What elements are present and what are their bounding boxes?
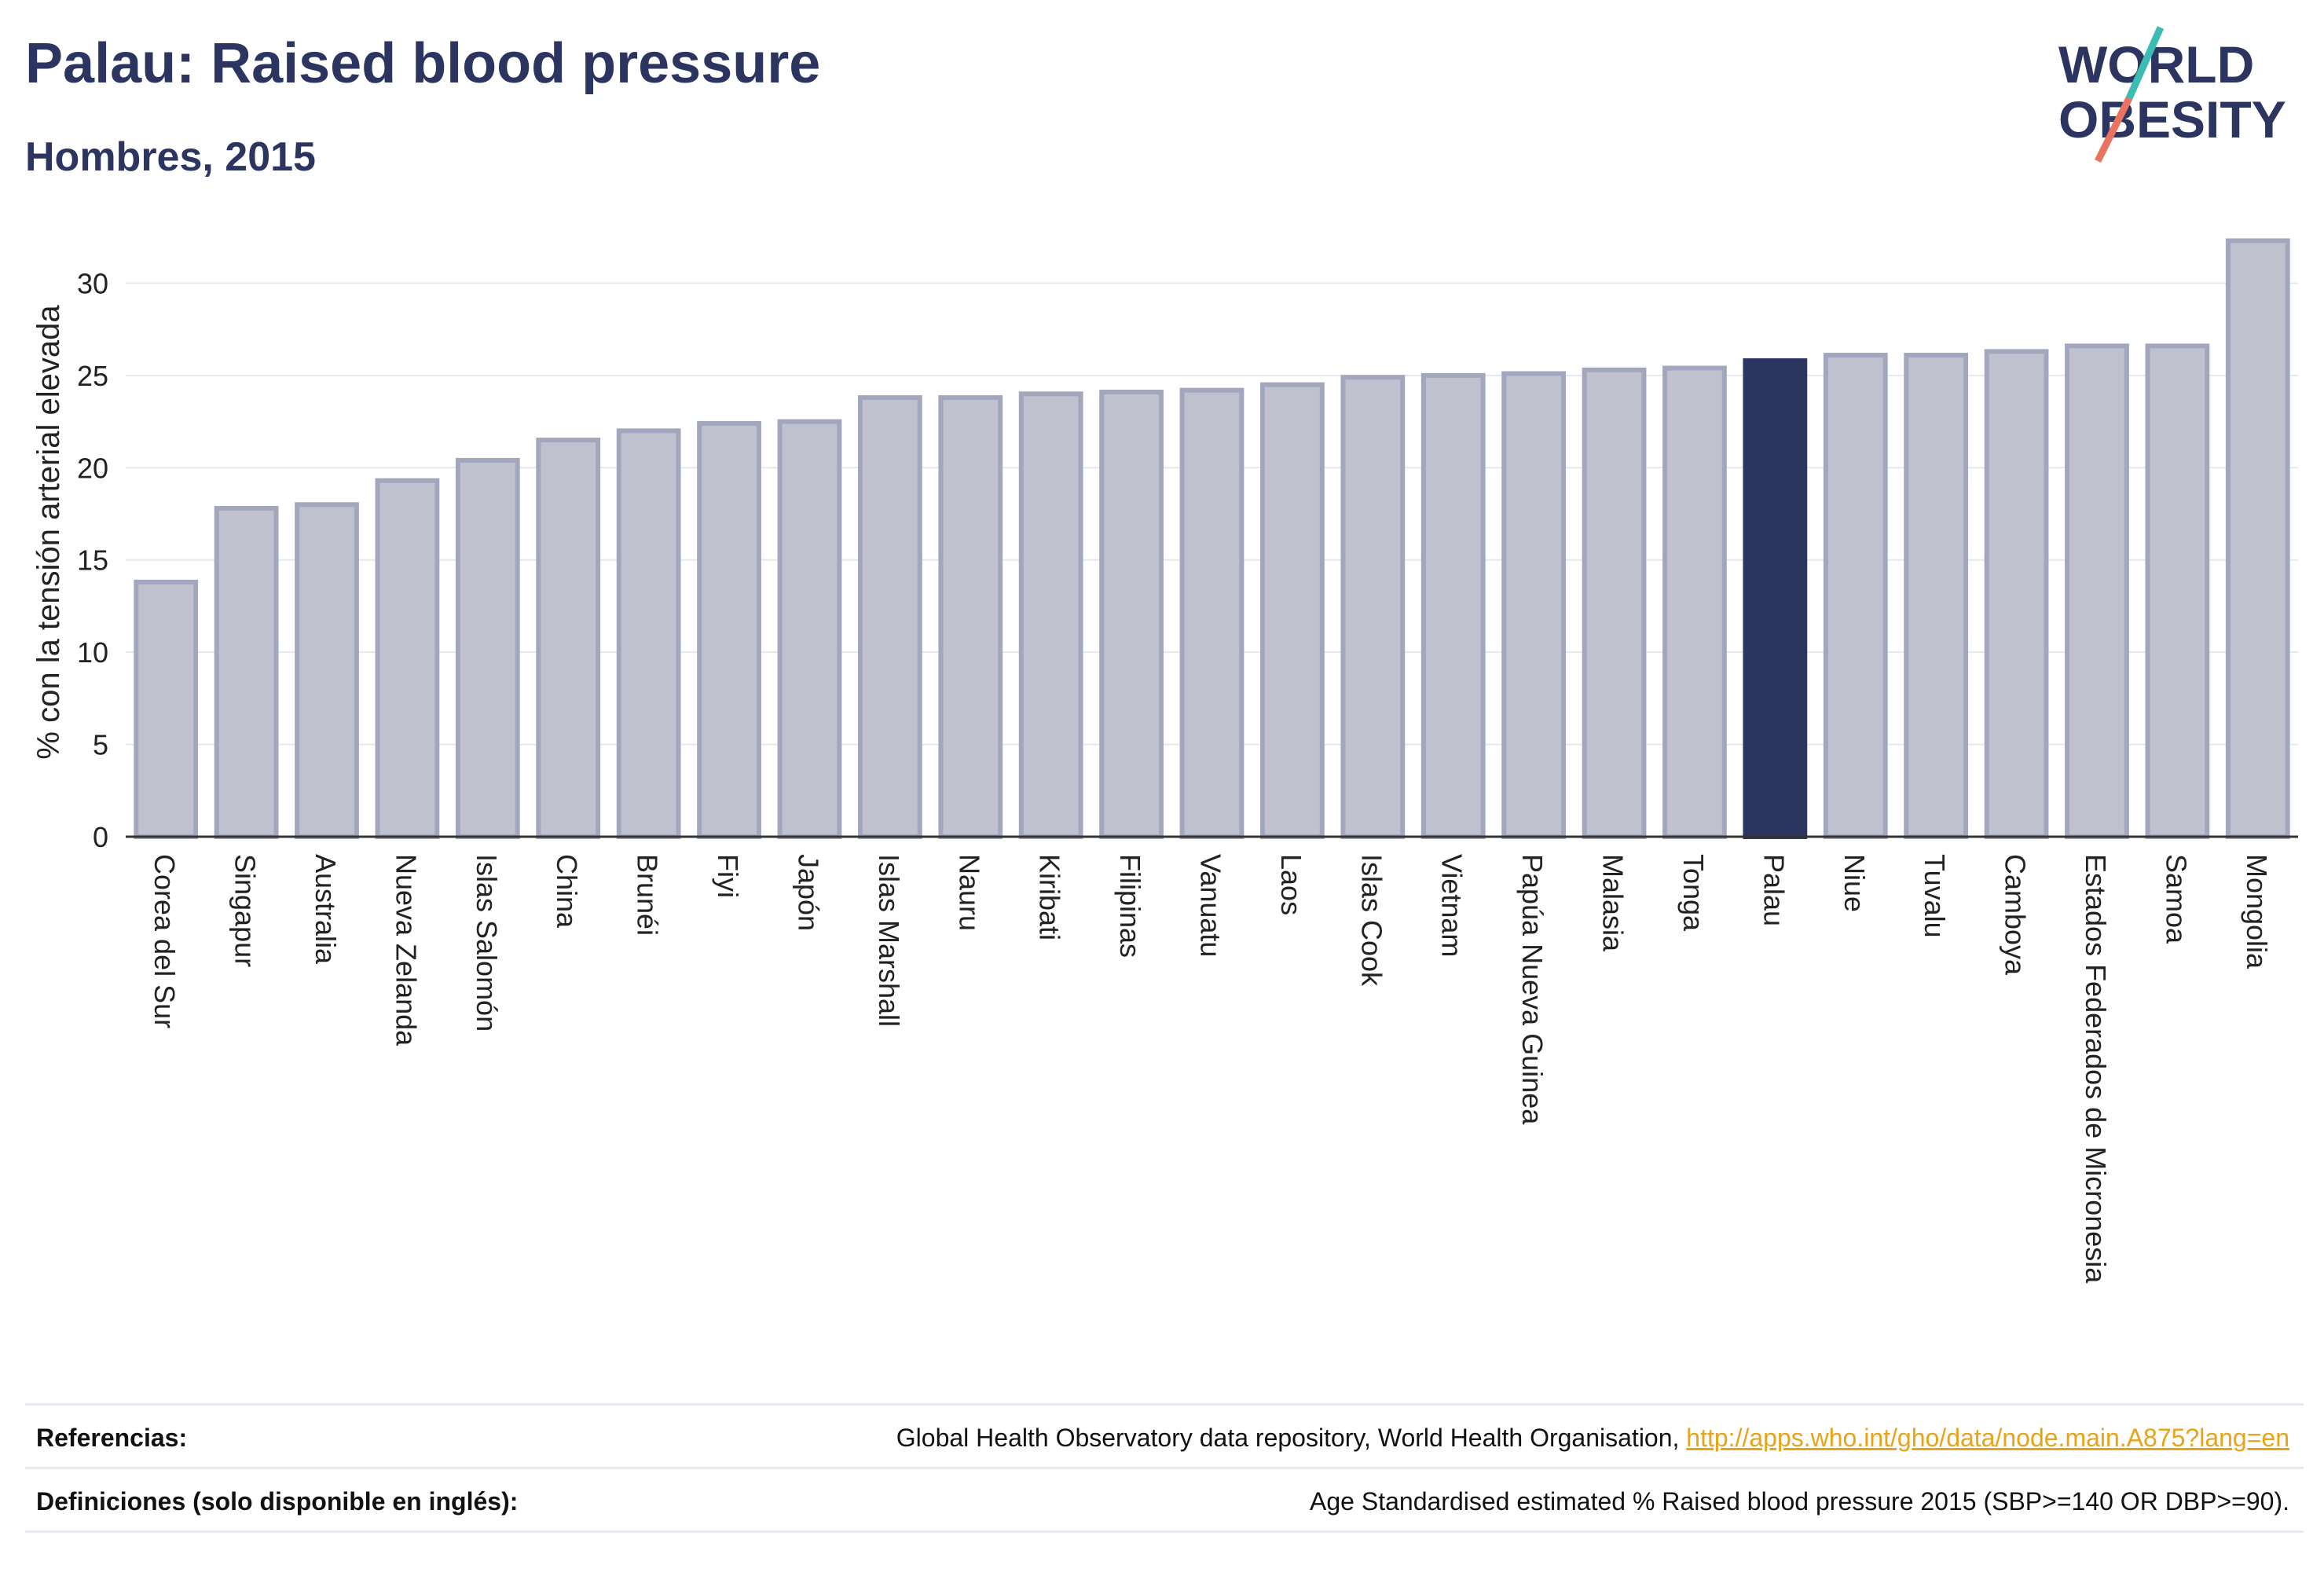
bar-nueva-zelanda — [375, 478, 440, 839]
x-tick-label: Islas Marshall — [873, 854, 905, 1027]
x-tick-label: Nauru — [953, 854, 985, 931]
bar-papúa-nueva-guinea — [1501, 371, 1567, 840]
x-tick-label: Islas Salomón — [471, 854, 503, 1032]
bar-brunéi — [616, 428, 681, 839]
x-tick-label: Samoa — [2160, 854, 2192, 944]
y-tick-label: 5 — [93, 729, 108, 761]
footer-divider-bottom — [25, 1530, 2304, 1533]
x-tick-label: Tonga — [1677, 854, 1710, 932]
x-tick-label: Brunéi — [632, 854, 664, 936]
x-tick-label: Camboya — [2000, 854, 2032, 976]
x-axis-labels: Corea del Sur Singapur Australia Nueva Zela… — [148, 854, 2273, 1284]
x-tick-label: Islas Cook — [1355, 854, 1387, 987]
bar-nauru — [938, 395, 1003, 839]
bar-china — [536, 438, 601, 839]
definitions-label: Definiciones (solo disponible en inglés)… — [36, 1487, 519, 1516]
bars — [134, 238, 2290, 840]
x-tick-label: Australia — [310, 854, 342, 965]
y-tick-label: 25 — [77, 360, 108, 392]
bar-australia — [295, 502, 359, 839]
bar-tuvalu — [1904, 353, 1969, 839]
logo-word-obesity: OBESITY — [2058, 90, 2286, 148]
x-tick-label: Tuvalu — [1919, 854, 1951, 938]
bar-samoa — [2145, 343, 2210, 839]
y-tick-label: 15 — [77, 544, 108, 577]
bar-palau — [1743, 358, 1808, 840]
y-axis-ticks: 0 5 10 15 20 25 30 — [77, 267, 108, 853]
y-tick-label: 0 — [93, 821, 108, 853]
bar-japón — [777, 419, 842, 839]
x-tick-label: Vietnam — [1436, 854, 1468, 957]
bar-chart: 0 5 10 15 20 25 30 Corea del Sur Singapur Austra… — [31, 238, 2298, 1284]
chart-title: Palau: Raised blood pressure — [25, 32, 821, 95]
x-tick-label: Malasia — [1597, 854, 1629, 952]
references-link[interactable]: http://apps.who.int/gho/data/node.main.A… — [1686, 1424, 2289, 1452]
x-tick-label: Mongolia — [2241, 854, 2273, 969]
bar-vietnam — [1420, 372, 1486, 839]
bar-estados-federados-de-micronesia — [2065, 343, 2129, 839]
bar-islas-cook — [1340, 375, 1406, 839]
x-tick-label: Japón — [792, 854, 824, 931]
bar-kiribati — [1018, 391, 1083, 839]
x-tick-label: Papúa Nueva Guinea — [1516, 854, 1549, 1125]
bar-islas-marshall — [857, 395, 922, 839]
x-tick-label: Filipinas — [1114, 854, 1146, 958]
bar-mongolia — [2225, 238, 2290, 839]
x-tick-label: Corea del Sur — [148, 854, 181, 1028]
footer-divider-middle — [25, 1467, 2304, 1469]
bar-singapur — [214, 505, 279, 840]
x-tick-label: Niue — [1838, 854, 1871, 912]
bar-vanuatu — [1179, 387, 1244, 839]
bar-camboya — [1984, 349, 2049, 839]
x-tick-label: Vanuatu — [1195, 854, 1227, 957]
bar-filipinas — [1099, 390, 1164, 839]
definitions-text: Age Standardised estimated % Raised bloo… — [1310, 1487, 2289, 1516]
bar-tonga — [1662, 365, 1727, 839]
bar-corea-del-sur — [134, 579, 199, 840]
x-tick-label: Palau — [1758, 854, 1790, 926]
y-tick-label: 30 — [77, 267, 108, 299]
references-source: Global Health Observatory data repositor… — [896, 1424, 1687, 1452]
x-tick-label: Nueva Zelanda — [390, 854, 422, 1046]
y-axis-label: % con la tensión arterial elevada — [31, 305, 66, 760]
bar-fiyi — [697, 420, 761, 839]
x-tick-label: Singapur — [229, 854, 262, 967]
logo-slash-teal — [2125, 26, 2165, 100]
bar-laos — [1260, 382, 1325, 839]
x-tick-label: China — [551, 854, 583, 929]
y-tick-label: 10 — [77, 636, 108, 669]
x-tick-label: Kiribati — [1034, 854, 1066, 940]
world-obesity-logo: WORLD OBESITY — [2058, 26, 2286, 163]
y-tick-label: 20 — [77, 452, 108, 484]
chart-subtitle: Hombres, 2015 — [25, 134, 316, 180]
x-tick-label: Fiyi — [712, 854, 744, 898]
bar-niue — [1823, 353, 1888, 839]
logo-slash-red — [2094, 96, 2133, 163]
x-tick-label: Laos — [1275, 854, 1307, 915]
references-label: Referencias: — [36, 1424, 188, 1452]
x-tick-label: Estados Federados de Micronesia — [2080, 854, 2112, 1284]
bar-malasia — [1582, 367, 1647, 840]
bar-islas-salomón — [455, 457, 520, 840]
footer-divider-top — [25, 1403, 2304, 1406]
references-text: Global Health Observatory data repositor… — [896, 1424, 2289, 1453]
